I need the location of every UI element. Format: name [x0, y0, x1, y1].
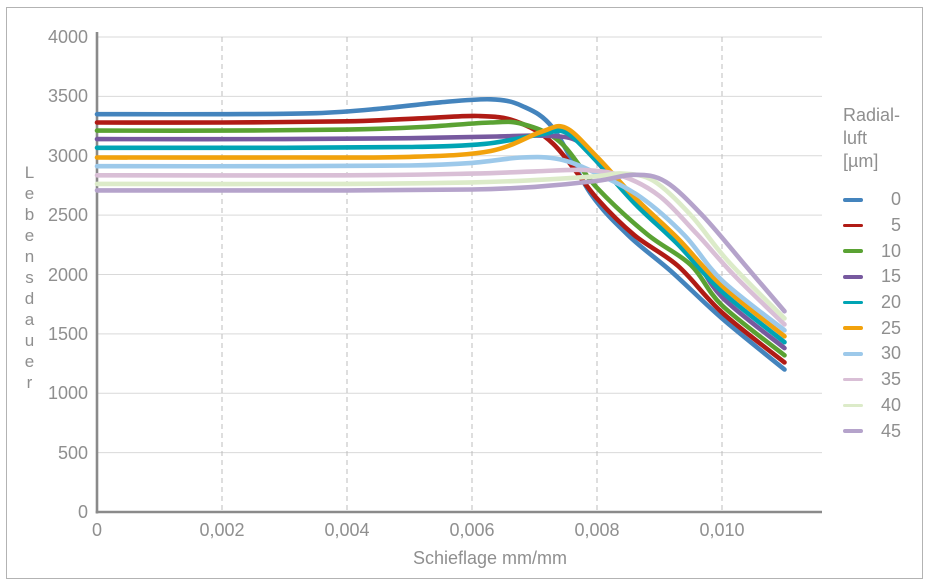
- legend-value: 15: [880, 266, 901, 287]
- series-line-40: [94, 171, 787, 321]
- y-tick-label: 2000: [47, 264, 88, 285]
- legend-swatch-icon: [843, 275, 863, 279]
- x-tick-label: 0,008: [574, 520, 620, 540]
- legend-entry: 45: [843, 418, 901, 444]
- legend-value: 30: [880, 343, 901, 364]
- y-tick-label: 0: [77, 502, 88, 522]
- legend-entry: 5: [843, 213, 901, 239]
- x-axis-title: Schieflage mm/mm: [412, 548, 568, 568]
- legend-title-line: Radial-: [843, 105, 901, 125]
- legend-title-line: [µm]: [843, 151, 879, 171]
- y-tick-label: 2500: [47, 205, 88, 226]
- y-tick-label: 3500: [47, 86, 88, 107]
- x-tick-label: 0,010: [699, 520, 745, 540]
- legend-entry: 10: [843, 238, 901, 264]
- legend-value: 35: [880, 369, 901, 390]
- legend-swatch-icon: [843, 198, 863, 202]
- legend-value: 45: [880, 420, 901, 441]
- series-line-0: [94, 96, 787, 372]
- series-line-45: [94, 172, 787, 314]
- legend-swatch-icon: [843, 429, 863, 433]
- series-line-30: [94, 154, 787, 333]
- series-line-25: [94, 123, 787, 339]
- legend-swatch-icon: [843, 300, 863, 305]
- legend-title: Radial- luft [µm]: [843, 104, 901, 173]
- legend-swatch-icon: [843, 377, 863, 382]
- legend-entry: 15: [843, 264, 901, 290]
- legend-entry: 40: [843, 393, 901, 419]
- legend-entry: 35: [843, 367, 901, 393]
- legend-entries: 0 5 10 15 20 25 30 35 40 45: [843, 187, 901, 444]
- legend-entry: 20: [843, 290, 901, 316]
- series-line-35: [94, 167, 787, 327]
- legend-value: 25: [880, 317, 901, 338]
- y-tick-label: 4000: [47, 27, 88, 47]
- legend-value: 20: [880, 292, 901, 313]
- legend-swatch-icon: [843, 352, 863, 356]
- x-tick-label: 0: [91, 520, 102, 540]
- legend-value: 0: [890, 189, 901, 210]
- legend-swatch-icon: [843, 403, 863, 408]
- x-tick-label: 0,004: [324, 520, 370, 540]
- legend-title-line: luft: [843, 128, 868, 148]
- y-tick-label: 1500: [47, 323, 88, 344]
- legend-value: 5: [890, 215, 901, 236]
- series-line-10: [94, 119, 787, 358]
- x-tick-label: 0,006: [449, 520, 495, 540]
- y-axis-title: Lebensdauer: [24, 163, 35, 392]
- legend-entry: 25: [843, 315, 901, 341]
- series-line-20: [94, 128, 787, 345]
- y-tick-label: 500: [57, 442, 88, 463]
- legend-entry: 30: [843, 341, 901, 367]
- legend-value: 40: [880, 394, 901, 415]
- legend-swatch-icon: [843, 249, 863, 254]
- legend-swatch-icon: [843, 223, 863, 228]
- y-tick-label: 1000: [47, 383, 88, 404]
- legend: Radial- luft [µm] 0 5 10 15 20 25 30 35 40 45: [843, 104, 901, 444]
- legend-entry: 0: [843, 187, 901, 213]
- legend-swatch-icon: [843, 326, 863, 331]
- legend-value: 10: [880, 240, 901, 261]
- x-tick-label: 0,002: [199, 520, 245, 540]
- y-tick-label: 3000: [47, 145, 88, 166]
